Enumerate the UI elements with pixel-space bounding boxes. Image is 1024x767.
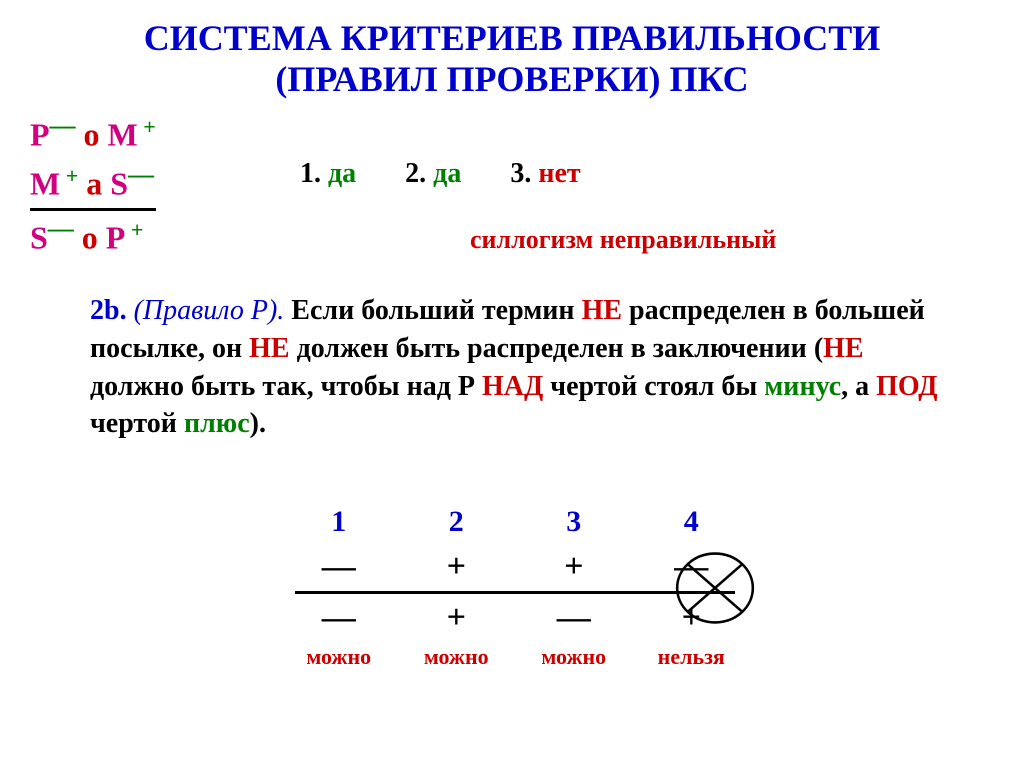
diagram-label-2: можно bbox=[401, 644, 511, 670]
syllogism-block: P— o M + M + a S— S— o P + bbox=[30, 108, 156, 260]
answer-3-val: нет bbox=[538, 158, 580, 189]
diagram-bot-1: — bbox=[284, 598, 394, 638]
answer-3: 3. нет bbox=[510, 158, 580, 189]
answer-2-val: да bbox=[433, 158, 461, 189]
copula-a: a bbox=[78, 166, 110, 202]
diagram-header-4: 4 bbox=[636, 505, 746, 539]
term-P: P bbox=[30, 117, 50, 153]
rule-ne3: НЕ bbox=[823, 333, 863, 364]
copula-o: o bbox=[74, 219, 106, 255]
rule-prefix: 2b. bbox=[90, 295, 134, 326]
diagram-top-3: + bbox=[519, 547, 629, 587]
title-line-2: (ПРАВИЛ ПРОВЕРКИ) ПКС bbox=[275, 59, 748, 99]
rule-pod: ПОД bbox=[876, 371, 937, 402]
distribution-diagram: 1 2 3 4 — + + — — + — + можно можно можн… bbox=[280, 505, 750, 670]
sup-dash: — bbox=[50, 111, 76, 140]
diagram-line bbox=[295, 591, 735, 594]
copula-o: o bbox=[76, 117, 108, 153]
rule-t1: Если больший термин bbox=[284, 295, 581, 326]
answer-2-num: 2. bbox=[405, 158, 433, 189]
sup-plus: + bbox=[125, 217, 143, 242]
sup-dash: — bbox=[128, 160, 154, 189]
rule-t5: чертой стоял бы bbox=[543, 371, 764, 402]
answer-3-num: 3. bbox=[510, 158, 538, 189]
diagram-top-2: + bbox=[401, 547, 511, 587]
term-M: M bbox=[30, 166, 60, 202]
rule-plus: плюс bbox=[184, 408, 250, 439]
answer-1-val: да bbox=[328, 158, 356, 189]
rule-nad: НАД bbox=[482, 371, 543, 402]
rule-paragraph: 2b. (Правило P). Если больший термин НЕ … bbox=[90, 292, 954, 443]
diagram-top-1: — bbox=[284, 547, 394, 587]
sup-dash: — bbox=[48, 214, 74, 243]
diagram-bot-2: + bbox=[401, 598, 511, 638]
title-line-1: СИСТЕМА КРИТЕРИЕВ ПРАВИЛЬНОСТИ bbox=[144, 18, 881, 58]
verdict-text: силлогизм неправильный bbox=[470, 225, 776, 255]
diagram-header-3: 3 bbox=[519, 505, 629, 539]
term-P: P bbox=[106, 219, 126, 255]
diagram-label-1: можно bbox=[284, 644, 394, 670]
syllogism-row-1: P— o M + bbox=[30, 108, 156, 157]
syllogism-premises: P— o M + M + a S— bbox=[30, 108, 156, 211]
rule-t4: должно быть так, чтобы над Р bbox=[90, 371, 482, 402]
diagram-bot-3: — bbox=[519, 598, 629, 638]
rule-italic-open: (Правило bbox=[134, 295, 251, 326]
answer-1: 1. да bbox=[300, 158, 356, 189]
sup-plus: + bbox=[60, 163, 78, 188]
rule-t7: чертой bbox=[90, 408, 184, 439]
term-M: M bbox=[108, 117, 138, 153]
forbidden-circle-icon bbox=[672, 545, 758, 631]
diagram-labels: можно можно можно нельзя bbox=[280, 644, 750, 670]
diagram-label-4: нельзя bbox=[636, 644, 746, 670]
diagram-header-1: 1 bbox=[284, 505, 394, 539]
term-S: S bbox=[30, 219, 48, 255]
rule-minus: минус bbox=[764, 371, 841, 402]
rule-P: P bbox=[251, 295, 268, 326]
diagram-headers: 1 2 3 4 bbox=[280, 505, 750, 539]
diagram-header-2: 2 bbox=[401, 505, 511, 539]
rule-italic-close: ). bbox=[268, 295, 284, 326]
rule-t3: должен быть распределен в заключении ( bbox=[290, 333, 824, 364]
syllogism-row-2: M + a S— bbox=[30, 157, 156, 206]
rule-t8: ). bbox=[250, 408, 266, 439]
answer-1-num: 1. bbox=[300, 158, 328, 189]
rule-t6: , а bbox=[841, 371, 876, 402]
answer-2: 2. да bbox=[405, 158, 461, 189]
rule-ne2: НЕ bbox=[249, 333, 289, 364]
page-title: СИСТЕМА КРИТЕРИЕВ ПРАВИЛЬНОСТИ (ПРАВИЛ П… bbox=[0, 0, 1024, 101]
diagram-label-3: можно bbox=[519, 644, 629, 670]
answers-row: 1. да 2. да 3. нет bbox=[300, 158, 623, 190]
sup-plus: + bbox=[138, 114, 156, 139]
rule-ne1: НЕ bbox=[582, 295, 622, 326]
term-S: S bbox=[110, 166, 128, 202]
syllogism-row-3: S— o P + bbox=[30, 211, 156, 260]
